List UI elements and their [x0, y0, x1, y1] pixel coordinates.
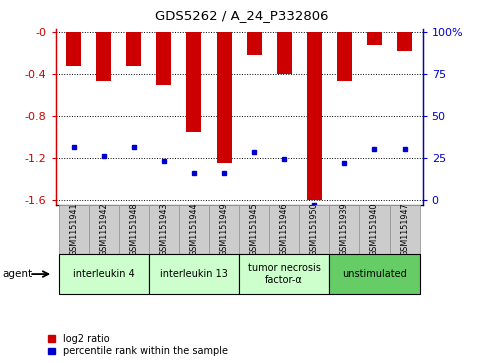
Bar — [359, 205, 389, 254]
Bar — [216, 32, 231, 163]
Bar — [58, 254, 149, 294]
Text: GSM1151950: GSM1151950 — [310, 203, 319, 256]
Bar — [96, 32, 111, 81]
Text: GDS5262 / A_24_P332806: GDS5262 / A_24_P332806 — [155, 9, 328, 22]
Bar — [149, 254, 239, 294]
Bar — [149, 205, 179, 254]
Bar — [389, 205, 420, 254]
Bar — [89, 205, 119, 254]
Text: GSM1151944: GSM1151944 — [189, 203, 199, 256]
Text: GSM1151946: GSM1151946 — [280, 203, 289, 256]
Bar — [66, 32, 81, 66]
Text: GSM1151940: GSM1151940 — [370, 203, 379, 256]
Bar — [269, 205, 299, 254]
Bar — [329, 254, 420, 294]
Bar — [126, 32, 142, 66]
Bar — [209, 205, 239, 254]
Bar — [329, 205, 359, 254]
Bar — [239, 254, 329, 294]
Bar — [186, 32, 201, 132]
Bar — [247, 32, 262, 55]
Text: tumor necrosis
factor-α: tumor necrosis factor-α — [248, 263, 321, 285]
Bar — [299, 205, 329, 254]
Text: interleukin 4: interleukin 4 — [73, 269, 135, 279]
Bar — [307, 32, 322, 200]
Legend: log2 ratio, percentile rank within the sample: log2 ratio, percentile rank within the s… — [48, 334, 228, 356]
Text: GSM1151941: GSM1151941 — [69, 203, 78, 256]
Text: unstimulated: unstimulated — [342, 269, 407, 279]
Bar — [277, 32, 292, 74]
Text: GSM1151943: GSM1151943 — [159, 203, 169, 256]
Bar — [156, 32, 171, 85]
Text: GSM1151945: GSM1151945 — [250, 203, 258, 256]
Bar — [397, 32, 412, 51]
Bar — [119, 205, 149, 254]
Text: GSM1151939: GSM1151939 — [340, 203, 349, 256]
Bar — [367, 32, 382, 45]
Bar — [337, 32, 352, 81]
Bar — [239, 205, 269, 254]
Text: GSM1151948: GSM1151948 — [129, 203, 138, 256]
Text: GSM1151947: GSM1151947 — [400, 203, 409, 256]
Bar — [179, 205, 209, 254]
Text: GSM1151949: GSM1151949 — [220, 203, 228, 256]
Text: interleukin 13: interleukin 13 — [160, 269, 228, 279]
Text: agent: agent — [2, 269, 32, 279]
Bar — [58, 205, 89, 254]
Text: GSM1151942: GSM1151942 — [99, 203, 108, 256]
